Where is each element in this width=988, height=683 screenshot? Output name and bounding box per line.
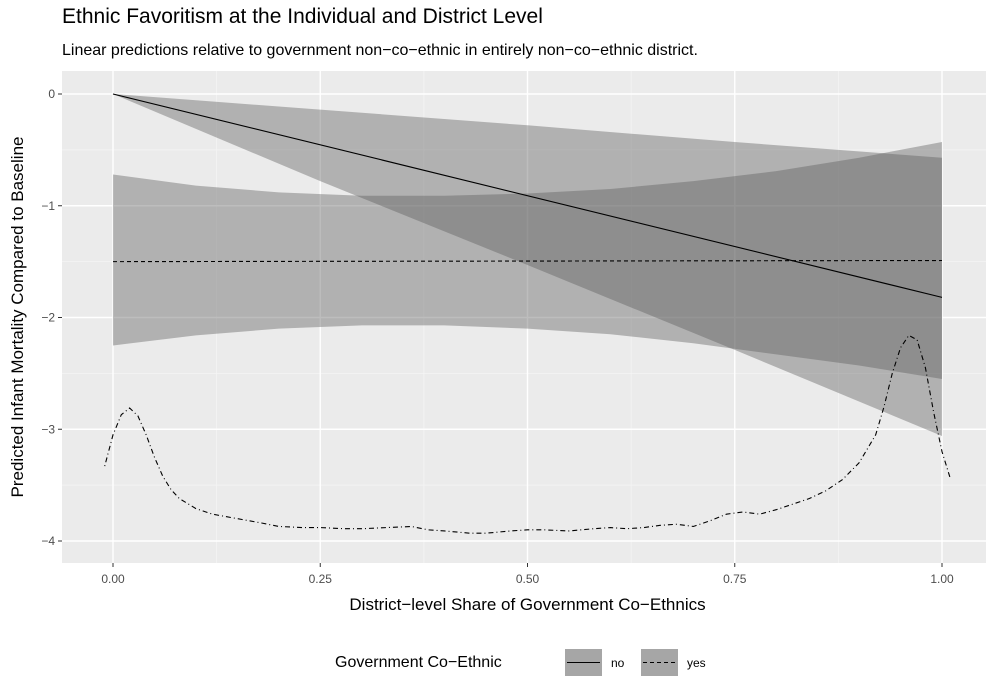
y-axis-title: Predicted Infant Mortality Compared to B… [8, 137, 27, 498]
legend-title: Government Co−Ethnic [335, 654, 502, 671]
x-tick-label-0: 0.00 [101, 572, 125, 586]
chart-title: Ethnic Favoritism at the Individual and … [62, 5, 543, 28]
series-line-density [104, 334, 951, 534]
x-axis: 0.00 0.25 0.50 0.75 1.00 [101, 563, 954, 586]
series-line-yes [112, 259, 943, 263]
ribbon-no [113, 94, 942, 436]
x-tick-label-1: 0.25 [309, 572, 333, 586]
legend: Government Co−Ethnic no yes [335, 649, 706, 676]
y-tick-label-0: 0 [48, 87, 55, 101]
y-tick-label-3: −3 [41, 422, 55, 436]
y-axis: 0 −1 −2 −3 −4 [41, 87, 62, 548]
series-line-no [112, 93, 943, 298]
y-tick-label-1: −1 [41, 199, 55, 213]
x-axis-title: District−level Share of Government Co−Et… [349, 595, 705, 614]
ribbon-yes [113, 142, 942, 379]
y-tick-label-2: −2 [41, 311, 55, 325]
y-tick-label-4: −4 [41, 534, 55, 548]
x-tick-label-2: 0.50 [516, 572, 540, 586]
legend-label-yes: yes [687, 656, 706, 670]
plot-panel [62, 71, 986, 563]
x-tick-label-4: 1.00 [930, 572, 954, 586]
x-tick-label-3: 0.75 [723, 572, 747, 586]
legend-label-no: no [611, 656, 625, 670]
chart-subtitle: Linear predictions relative to governmen… [62, 42, 698, 59]
